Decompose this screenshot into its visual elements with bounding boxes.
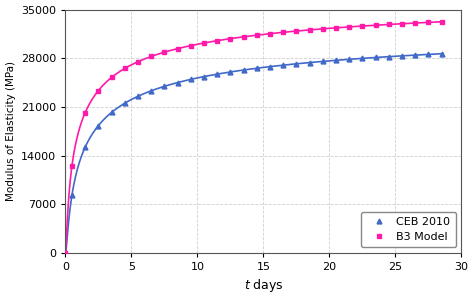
CEB 2010 <box>254 66 260 70</box>
CEB 2010 <box>69 193 75 197</box>
B3 Model <box>109 76 114 79</box>
B3 Model <box>96 89 101 92</box>
CEB 2010 <box>188 78 194 81</box>
B3 Model <box>122 67 128 70</box>
B3 Model <box>281 31 286 34</box>
CEB 2010 <box>109 111 114 114</box>
B3 Model <box>162 50 167 54</box>
B3 Model <box>346 25 352 29</box>
B3 Model <box>307 28 312 32</box>
CEB 2010 <box>214 72 220 76</box>
CEB 2010 <box>63 251 68 255</box>
B3 Model <box>214 39 220 43</box>
B3 Model <box>241 35 246 39</box>
CEB 2010 <box>360 57 365 60</box>
B3 Model <box>63 251 68 255</box>
B3 Model <box>360 24 365 28</box>
CEB 2010 <box>148 89 154 93</box>
B3 Model <box>254 33 260 37</box>
B3 Model <box>148 55 154 58</box>
CEB 2010 <box>320 60 326 63</box>
CEB 2010 <box>228 70 233 74</box>
CEB 2010 <box>399 54 405 58</box>
CEB 2010 <box>307 61 312 64</box>
B3 Model <box>82 111 88 114</box>
B3 Model <box>333 26 339 30</box>
CEB 2010 <box>293 62 299 66</box>
B3 Model <box>399 22 405 26</box>
CEB 2010 <box>96 124 101 128</box>
B3 Model <box>188 44 194 47</box>
CEB 2010 <box>281 63 286 67</box>
CEB 2010 <box>201 75 207 78</box>
B3 Model <box>412 21 418 25</box>
B3 Model <box>386 22 392 26</box>
Legend: CEB 2010, B3 Model: CEB 2010, B3 Model <box>361 212 456 247</box>
B3 Model <box>293 29 299 33</box>
B3 Model <box>175 47 181 50</box>
CEB 2010 <box>175 81 181 84</box>
X-axis label: $t$ days: $t$ days <box>244 278 283 294</box>
Line: CEB 2010: CEB 2010 <box>63 51 444 255</box>
CEB 2010 <box>135 94 141 98</box>
CEB 2010 <box>412 53 418 57</box>
B3 Model <box>69 164 75 167</box>
B3 Model <box>228 37 233 40</box>
CEB 2010 <box>267 65 273 68</box>
B3 Model <box>135 60 141 64</box>
B3 Model <box>201 41 207 45</box>
B3 Model <box>439 20 445 24</box>
Line: B3 Model: B3 Model <box>63 19 444 255</box>
CEB 2010 <box>82 145 88 149</box>
B3 Model <box>373 23 378 27</box>
CEB 2010 <box>426 52 431 56</box>
CEB 2010 <box>162 85 167 88</box>
CEB 2010 <box>439 52 445 56</box>
Y-axis label: Modulus of Elasticity (MPa): Modulus of Elasticity (MPa) <box>6 61 16 201</box>
B3 Model <box>267 32 273 35</box>
B3 Model <box>320 27 326 31</box>
CEB 2010 <box>241 68 246 72</box>
CEB 2010 <box>346 58 352 61</box>
B3 Model <box>426 21 431 24</box>
CEB 2010 <box>373 56 378 59</box>
CEB 2010 <box>386 55 392 58</box>
CEB 2010 <box>122 101 128 105</box>
CEB 2010 <box>333 58 339 62</box>
